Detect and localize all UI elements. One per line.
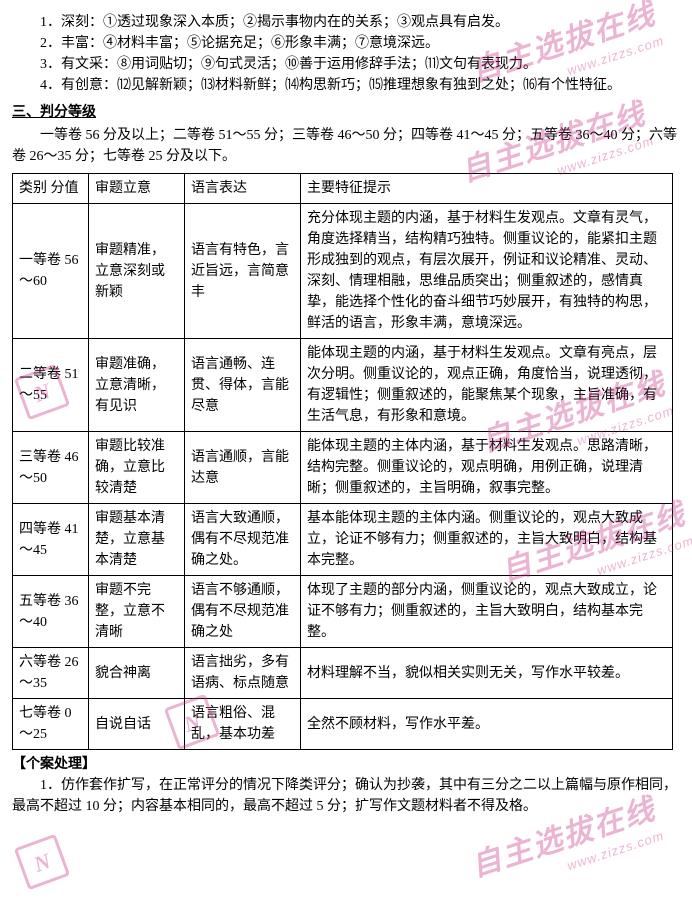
table-cell: 四等卷 41～45 [13,504,89,576]
intro-row: 1．深刻：①透过现象深入本质；②揭示事物内在的关系；③观点具有启发。 [12,12,680,33]
intro-row: 2．丰富：④材料丰富；⑤论据充足；⑥形象丰满；⑦意境深远。 [12,33,680,54]
table-cell: 审题精准，立意深刻或新颖 [89,204,185,339]
table-cell: 语言不够通顺，偶有不尽规范准确之处 [185,576,301,648]
table-cell: 五等卷 36～40 [13,576,89,648]
table-row: 二等卷 51～55审题准确，立意清晰，有见识语言通畅、连贯、得体，言能尽意能体现… [13,339,673,432]
table-cell: 语言大致通顺，偶有不尽规范准确之处。 [185,504,301,576]
watermark-logo: N [14,834,70,890]
table-cell: 七等卷 0～25 [13,699,89,750]
scoring-table: 类别 分值 审题立意 语言表达 主要特征提示 一等卷 56～60审题精准，立意深… [12,173,673,750]
table-cell: 全然不顾材料，写作水平差。 [301,699,673,750]
table-cell: 审题不完整，立意不清晰 [89,576,185,648]
table-cell: 审题准确，立意清晰，有见识 [89,339,185,432]
table-cell: 六等卷 26～35 [13,648,89,699]
table-cell: 三等卷 46～50 [13,432,89,504]
table-cell: 材料理解不当，貌似相关实则无关，写作水平较差。 [301,648,673,699]
table-cell: 语言粗俗、混乱，基本功差 [185,699,301,750]
table-cell: 审题基本清楚，立意基本清楚 [89,504,185,576]
th-topic: 审题立意 [89,174,185,204]
grading-summary: 一等卷 56 分及以上；二等卷 51～55 分；三等卷 46～50 分；四等卷 … [12,125,680,167]
table-cell: 语言通畅、连贯、得体，言能尽意 [185,339,301,432]
footnote-body: 1．仿作套作扩写，在正常评分的情况下降类评分；确认为抄袭，其中有三分之二以上篇幅… [12,775,680,817]
intro-row: 4．有创意：⑿见解新颖；⒀材料新鲜；⒁构思新巧；⒂推理想象有独到之处；⒃有个性特… [12,75,680,96]
intro-row: 3．有文采：⑧用词贴切；⑨句式灵活；⑩善于运用修辞手法；⑾文句有表现力。 [12,54,680,75]
table-cell: 语言拙劣，多有语病、标点随意 [185,648,301,699]
table-cell: 能体现主题的内涵，基于材料生发观点。文章有亮点，层次分明。侧重议论的，观点正确，… [301,339,673,432]
th-language: 语言表达 [185,174,301,204]
th-features: 主要特征提示 [301,174,673,204]
table-row: 六等卷 26～35貌合神离语言拙劣，多有语病、标点随意材料理解不当，貌似相关实则… [13,648,673,699]
section-title: 三、判分等级 [12,102,680,123]
intro-list: 1．深刻：①透过现象深入本质；②揭示事物内在的关系；③观点具有启发。 2．丰富：… [12,12,680,96]
table-cell: 充分体现主题的内涵，基于材料生发观点。文章有灵气，角度选择精当，结构精巧独特。侧… [301,204,673,339]
table-cell: 自说自话 [89,699,185,750]
table-cell: 基本能体现主题的主体内涵。侧重议论的，观点大致成立，论证不够有力；侧重叙述的，主… [301,504,673,576]
table-cell: 语言通顺，言能达意 [185,432,301,504]
table-cell: 能体现主题的主体内涵，基于材料生发观点。思路清晰，结构完整。侧重议论的，观点明确… [301,432,673,504]
th-category: 类别 分值 [13,174,89,204]
table-cell: 审题比较准确，立意比较清楚 [89,432,185,504]
table-header-row: 类别 分值 审题立意 语言表达 主要特征提示 [13,174,673,204]
table-cell: 一等卷 56～60 [13,204,89,339]
table-row: 一等卷 56～60审题精准，立意深刻或新颖语言有特色，言近旨远，言简意丰充分体现… [13,204,673,339]
table-row: 三等卷 46～50审题比较准确，立意比较清楚语言通顺，言能达意能体现主题的主体内… [13,432,673,504]
table-cell: 语言有特色，言近旨远，言简意丰 [185,204,301,339]
footnote-title: 【个案处理】 [12,754,680,775]
table-cell: 体现了主题的部分内涵，侧重议论的，观点大致成立，论证不够有力；侧重叙述的，主旨大… [301,576,673,648]
table-row: 七等卷 0～25自说自话语言粗俗、混乱，基本功差全然不顾材料，写作水平差。 [13,699,673,750]
table-row: 五等卷 36～40审题不完整，立意不清晰语言不够通顺，偶有不尽规范准确之处体现了… [13,576,673,648]
table-cell: 二等卷 51～55 [13,339,89,432]
table-row: 四等卷 41～45审题基本清楚，立意基本清楚语言大致通顺，偶有不尽规范准确之处。… [13,504,673,576]
table-cell: 貌合神离 [89,648,185,699]
